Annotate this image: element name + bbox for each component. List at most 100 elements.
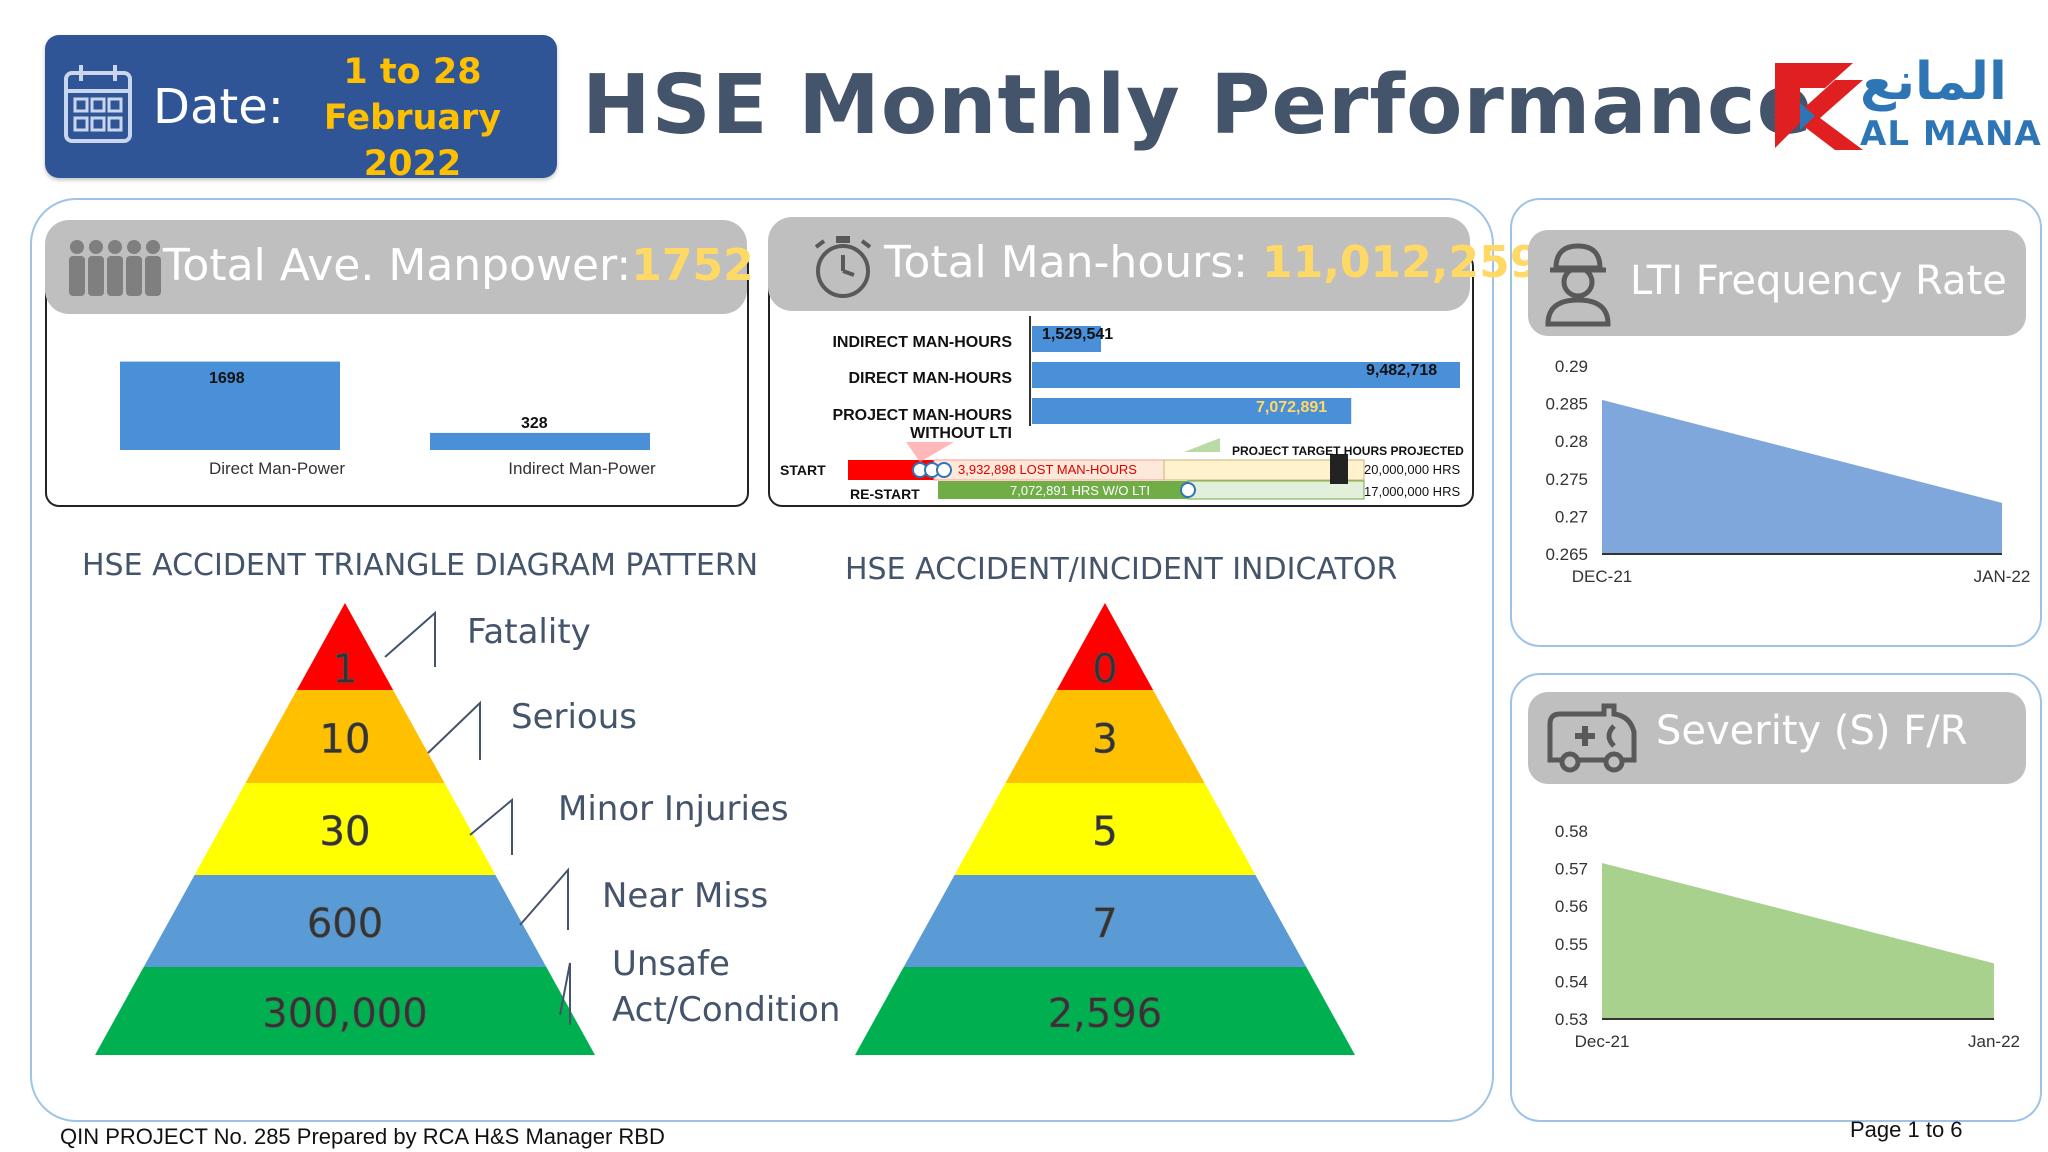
logo-arabic-text: المانع xyxy=(1860,52,2007,112)
manpower-chart xyxy=(120,361,650,450)
indicator-tier-value-3: 7 xyxy=(1092,901,1117,947)
triangle-title: HSE ACCIDENT TRIANGLE DIAGRAM PATTERN xyxy=(82,548,759,583)
triangle-tier-value-0: 1 xyxy=(332,647,357,693)
target-top-segment xyxy=(1163,459,1365,481)
manhours-progress-track xyxy=(848,438,1365,500)
footer-project-text: QIN PROJECT No. 285 Prepared by RCA H&S … xyxy=(60,1124,665,1149)
wo-lti-segment xyxy=(938,481,1188,499)
worker-icon xyxy=(1545,243,1611,327)
manhours-total: 11,012,259 xyxy=(1261,237,1541,288)
severity-xtick-0: Dec-21 xyxy=(1575,1032,1630,1051)
triangle-tier-2 xyxy=(194,783,496,875)
tier-unsafe-label: Unsafe Act/Condition xyxy=(612,944,841,1030)
accident-indicator-triangle: 0 3 5 7 2,596 xyxy=(855,603,1355,1055)
indicator-tier-value-4: 2,596 xyxy=(1048,991,1163,1037)
triangle-tier-value-3: 600 xyxy=(307,901,383,947)
severity-title: Severity (S) F/R xyxy=(1656,708,1968,754)
project-manhours-label: PROJECT MAN-HOURS WITHOUT LTI xyxy=(832,407,1012,442)
triangle-tier-value-1: 10 xyxy=(320,717,371,763)
accident-triangle: 1 10 30 600 300,000 xyxy=(95,603,595,1055)
severity-xtick-1: Jan-22 xyxy=(1968,1032,2020,1051)
severity-header: Severity (S) F/R xyxy=(1528,692,2026,784)
severity-area xyxy=(1602,862,1994,1019)
wo-lti-label: 7,072,891 HRS W/O LTI xyxy=(1010,483,1150,498)
manhours-header: Total Man-hours: 11,012,259 xyxy=(768,217,1540,311)
indirect-manpower-value: 328 xyxy=(521,415,548,432)
tier-serious-label: Serious xyxy=(511,697,637,737)
triangle-tier-1 xyxy=(245,690,445,783)
indicator-tier-value-0: 0 xyxy=(1092,647,1117,693)
manpower-total: 1752 xyxy=(631,240,754,291)
lti-xtick-1: JAN-22 xyxy=(1974,567,2031,586)
tier-minor-label: Minor Injuries xyxy=(558,789,789,829)
target-label: PROJECT TARGET HOURS PROJECTED xyxy=(1232,444,1464,458)
lti-ytick-3: 0.275 xyxy=(1545,470,1588,489)
target-17m-label: 17,000,000 HRS xyxy=(1364,484,1461,499)
lost-hours-label: 3,932,898 LOST MAN-HOURS xyxy=(958,462,1137,477)
main-panel xyxy=(30,198,1494,1122)
calendar-icon xyxy=(64,65,132,143)
date-label: Date: xyxy=(153,79,284,135)
date-value-line2: 2022 xyxy=(363,144,462,184)
start-segment xyxy=(848,460,934,480)
lti-area xyxy=(1602,399,2002,554)
direct-manhours-label: DIRECT MAN-HOURS xyxy=(848,370,1012,387)
indirect-manhours-value: 1,529,541 xyxy=(1042,326,1114,343)
severity-panel xyxy=(1510,673,2042,1122)
manhours-label: Total Man-hours: xyxy=(884,237,1248,288)
date-value: 1 to 28 February 2022 xyxy=(270,49,555,187)
indirect-manhours-label: INDIRECT MAN-HOURS xyxy=(832,334,1012,351)
indicator-tier-1 xyxy=(1005,690,1205,783)
al-mana-logo-icon xyxy=(1775,63,1863,150)
severity-ytick-3: 0.55 xyxy=(1555,935,1588,954)
people-group-icon xyxy=(69,240,161,296)
date-box: Date: 1 to 28 February 2022 xyxy=(45,35,557,184)
start-label: START xyxy=(780,462,826,478)
indirect-manpower-label: Indirect Man-Power xyxy=(508,459,656,478)
manpower-title: Total Ave. Manpower:1752 xyxy=(163,240,754,291)
triangle-tier-value-4: 300,000 xyxy=(262,991,427,1037)
finish-flag-icon xyxy=(1330,454,1348,484)
indicator-tier-0 xyxy=(1056,603,1154,690)
manhours-bar-2 xyxy=(1032,398,1352,424)
lti-ytick-0: 0.29 xyxy=(1555,357,1588,376)
severity-ytick-4: 0.54 xyxy=(1555,972,1588,991)
lti-ytick-1: 0.285 xyxy=(1545,395,1588,414)
direct-manhours-value: 9,482,718 xyxy=(1366,362,1438,379)
date-value-line1: 1 to 28 February xyxy=(323,52,502,138)
indicator-title: HSE ACCIDENT/INCIDENT INDICATOR xyxy=(845,552,1398,587)
page-title: HSE Monthly Performance xyxy=(582,58,1814,153)
manpower-bar-0 xyxy=(120,361,340,450)
lti-header: LTI Frequency Rate xyxy=(1528,230,2026,336)
triangle-tier-value-2: 30 xyxy=(320,809,371,855)
severity-ytick-5: 0.53 xyxy=(1555,1010,1588,1029)
direct-manpower-label: Direct Man-Power xyxy=(208,459,346,478)
lti-chart: 0.29 0.285 0.28 0.275 0.27 0.265 DEC-21 JAN-22 xyxy=(1545,357,2031,586)
triangle-leader-lines xyxy=(384,610,571,1025)
triangle-tier-4 xyxy=(95,967,595,1055)
project-manhours-value: 7,072,891 xyxy=(1256,399,1328,416)
lti-panel xyxy=(1510,198,2042,647)
indicator-tier-value-1: 3 xyxy=(1092,717,1117,763)
target-20m-label: 20,000,000 HRS xyxy=(1364,462,1461,477)
manhours-chart xyxy=(848,316,1460,500)
lti-xtick-0: DEC-21 xyxy=(1572,567,1632,586)
restart-label: RE-START xyxy=(850,486,920,502)
stopwatch-icon xyxy=(814,236,872,298)
manhours-bar-1 xyxy=(1032,362,1460,388)
page-indicator: Page 1 to 6 xyxy=(1850,1117,1963,1142)
manpower-label: Total Ave. Manpower: xyxy=(163,240,632,291)
manhours-bar-0 xyxy=(1032,326,1102,352)
tier-nearmiss-label: Near Miss xyxy=(602,876,769,916)
direct-manpower-value: 1698 xyxy=(209,370,245,387)
severity-chart: 0.58 0.57 0.56 0.55 0.54 0.53 Dec-21 Jan-22 xyxy=(1555,822,2020,1051)
indicator-tier-value-2: 5 xyxy=(1092,809,1117,855)
indicator-tier-4 xyxy=(855,967,1355,1055)
manhours-title: Total Man-hours: 11,012,259 xyxy=(884,237,1540,288)
severity-ytick-2: 0.56 xyxy=(1555,897,1588,916)
manpower-header: Total Ave. Manpower:1752 xyxy=(45,220,754,314)
severity-ytick-1: 0.57 xyxy=(1555,860,1588,879)
manpower-bar-1 xyxy=(430,432,650,450)
lti-ytick-2: 0.28 xyxy=(1555,432,1588,451)
severity-ytick-0: 0.58 xyxy=(1555,822,1588,841)
